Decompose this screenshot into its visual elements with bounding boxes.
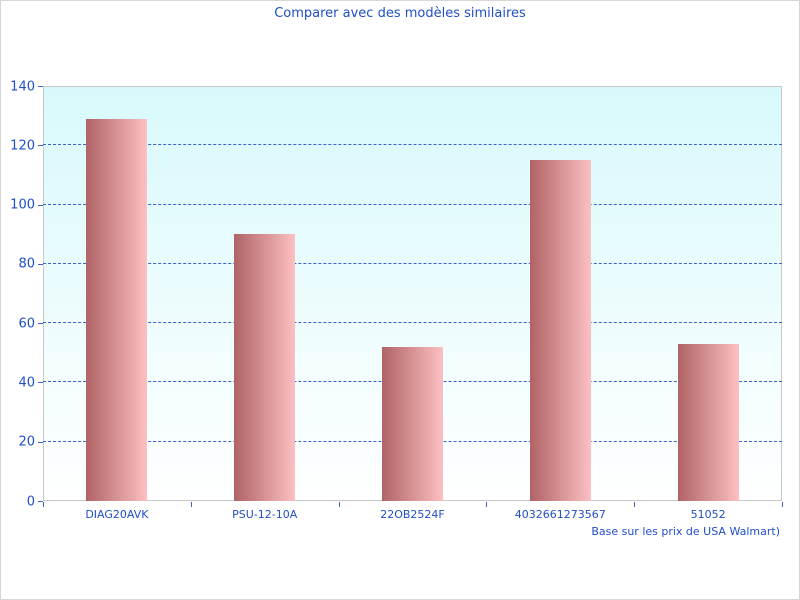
bar-PSU-12-10A — [234, 234, 296, 501]
x-axis-label-4032661273567: 4032661273567 — [514, 508, 606, 521]
bar-4032661273567 — [529, 160, 591, 501]
y-axis-label-40: 40 — [18, 375, 35, 391]
y-axis-tick-120 — [38, 145, 43, 147]
y-axis-label-80: 80 — [18, 256, 35, 272]
gridline-80 — [43, 262, 782, 264]
bar-51052 — [677, 343, 739, 501]
y-axis-tick-60 — [38, 323, 43, 325]
x-axis-tick-0 — [43, 502, 44, 507]
gridline-120 — [43, 144, 782, 146]
y-axis-tick-140 — [38, 86, 43, 87]
bar-DIAG20AVK — [86, 118, 148, 501]
x-axis-tick-2 — [338, 502, 340, 507]
y-axis-label-0: 0 — [26, 494, 35, 509]
x-axis-label-22OB2524F: 22OB2524F — [380, 508, 445, 521]
x-axis-tick-3 — [486, 502, 488, 507]
y-axis-label-60: 60 — [18, 316, 35, 332]
y-axis-label-140: 140 — [10, 79, 35, 94]
y-axis-tick-80 — [38, 263, 43, 265]
x-axis-label-PSU-12-10A: PSU-12-10A — [232, 508, 298, 521]
y-axis-tick-0 — [38, 501, 43, 502]
bar-22OB2524F — [382, 346, 443, 501]
source-note: Base sur les prix de USA Walmart) — [591, 525, 780, 538]
y-axis-label-20: 20 — [18, 434, 35, 450]
x-axis-label-51052: 51052 — [690, 508, 726, 521]
gridline-100 — [43, 203, 782, 205]
y-axis-tick-100 — [38, 204, 43, 206]
y-axis-tick-20 — [38, 441, 43, 443]
x-axis-tick-1 — [190, 502, 192, 507]
x-axis-label-DIAG20AVK: DIAG20AVK — [85, 508, 149, 521]
y-axis-tick-40 — [38, 382, 43, 384]
gridline-60 — [43, 322, 782, 324]
chart-title: Comparer avec des modèles similaires — [274, 6, 526, 21]
x-axis-tick-4 — [634, 502, 636, 507]
x-axis-tick-5 — [782, 502, 783, 507]
y-axis-label-120: 120 — [10, 138, 35, 154]
y-axis-label-100: 100 — [10, 197, 35, 213]
